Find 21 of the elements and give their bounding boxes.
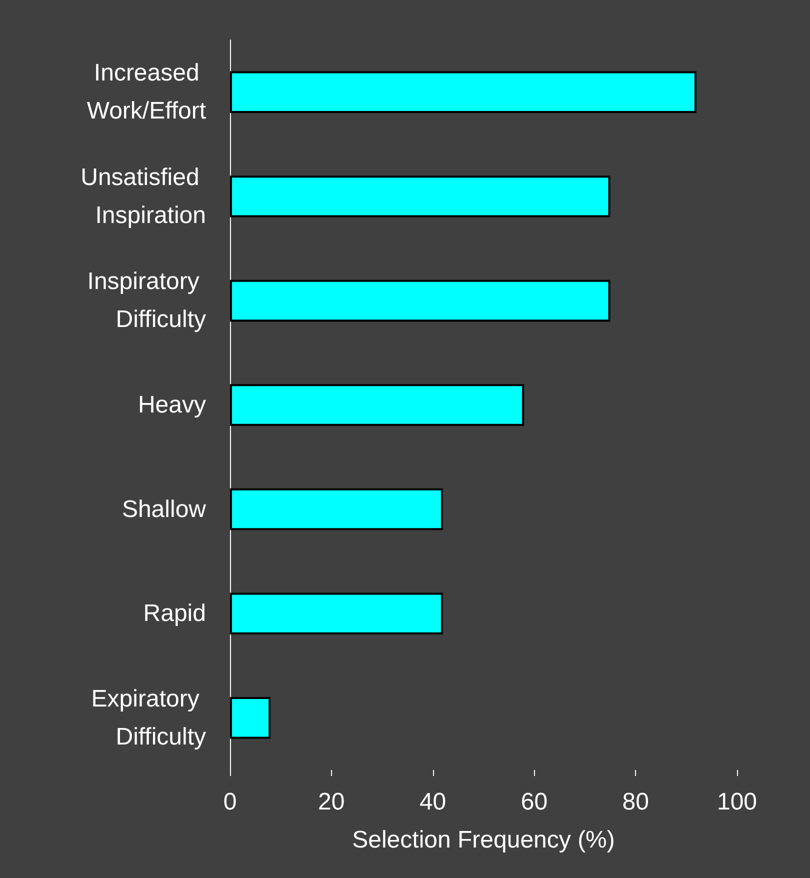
x-tick-label: 100 <box>716 788 758 816</box>
x-tick-label: 40 <box>419 788 446 816</box>
bar <box>230 592 443 634</box>
y-tick-label: Inspiratory Difficulty <box>87 268 206 334</box>
bar <box>230 697 271 739</box>
y-tick-label: Increased Work/Effort <box>86 60 206 125</box>
bar <box>230 488 443 530</box>
x-axis-title: Selection Frequency (%) <box>352 826 615 854</box>
y-tick-label: Expiratory Difficulty <box>91 685 206 750</box>
y-tick-label: Unsatisfied Inspiration <box>80 164 206 229</box>
y-tick-label: Shallow <box>122 496 207 523</box>
y-tick-label: Heavy <box>138 392 206 418</box>
x-tick-label: 20 <box>318 788 345 816</box>
bar <box>230 71 696 113</box>
x-tick-label: 0 <box>223 788 237 816</box>
bar <box>230 384 524 426</box>
y-tick-label: Rapid <box>143 600 206 628</box>
x-tick-label: 80 <box>622 788 649 816</box>
bar <box>230 280 610 322</box>
bar <box>230 176 610 218</box>
x-tick-label: 60 <box>520 788 548 816</box>
